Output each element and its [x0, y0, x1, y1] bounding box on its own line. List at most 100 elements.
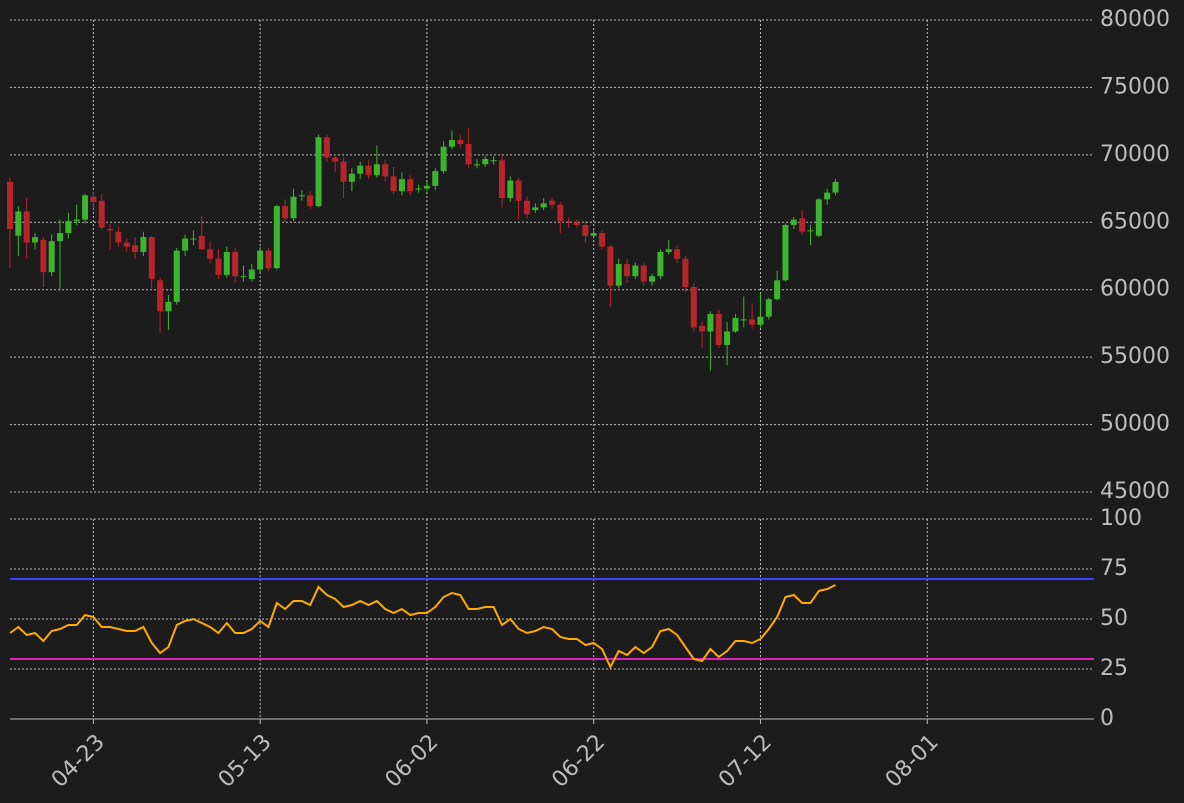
- candle-body: [582, 224, 589, 236]
- candle-body: [373, 164, 380, 176]
- candle-body: [282, 206, 289, 219]
- candle-body: [490, 160, 497, 162]
- x-tick-label: 05-13: [214, 730, 277, 793]
- x-tick-label: 06-02: [381, 730, 444, 793]
- y-tick-label: 75000: [1100, 74, 1170, 99]
- candle-body: [799, 218, 806, 232]
- candle-body: [765, 299, 772, 317]
- candle-body: [65, 220, 72, 234]
- candle-body: [182, 238, 189, 251]
- candle-body: [165, 301, 172, 312]
- candle-body: [390, 176, 397, 192]
- candle-body: [498, 160, 505, 199]
- candle-body: [232, 251, 239, 277]
- candle-body: [532, 207, 539, 211]
- candle-body: [407, 179, 414, 192]
- candle-body: [523, 200, 530, 215]
- candle-body: [132, 245, 139, 252]
- candle-body: [724, 331, 731, 346]
- candle-body: [624, 264, 631, 277]
- candle-body: [98, 200, 105, 228]
- candle-body: [73, 219, 80, 221]
- x-tick-label: 04-23: [47, 730, 110, 793]
- candle-body: [140, 237, 147, 252]
- candle-body: [699, 326, 706, 332]
- candle-body: [607, 246, 614, 286]
- candle-body: [198, 235, 205, 250]
- candle-body: [465, 144, 472, 165]
- x-tick-label: 06-22: [547, 730, 610, 793]
- candle-body: [674, 249, 681, 259]
- candle-body: [107, 229, 114, 231]
- candle-body: [807, 230, 814, 232]
- candle-body: [690, 287, 697, 328]
- candle-body: [448, 140, 455, 147]
- candle-body: [57, 233, 64, 242]
- candle-body: [790, 219, 797, 225]
- candle-body: [824, 192, 831, 200]
- line-series: [9, 584, 836, 670]
- candle-body: [649, 276, 656, 282]
- candle-body: [23, 211, 30, 243]
- y-tick-label: 100: [1100, 506, 1142, 531]
- candle-body: [423, 185, 430, 189]
- candle-body: [665, 249, 672, 252]
- candle-body: [440, 146, 447, 172]
- y-tick-label: 70000: [1100, 142, 1170, 167]
- candle-body: [273, 206, 280, 269]
- candle-body: [82, 195, 89, 220]
- candle-body: [832, 181, 839, 193]
- candle-body: [557, 204, 564, 221]
- candle-body: [32, 237, 39, 243]
- candle-body: [549, 200, 555, 205]
- candle-body: [398, 179, 405, 192]
- candle-body: [615, 264, 622, 286]
- candle-body: [348, 173, 355, 182]
- candle-body: [307, 195, 314, 207]
- y-tick-label: 50: [1100, 606, 1128, 631]
- y-tick-label: 55000: [1100, 344, 1170, 369]
- candle-body: [574, 222, 581, 225]
- candle-body: [590, 233, 597, 236]
- candle-body: [774, 280, 781, 300]
- candle-body: [473, 164, 480, 166]
- candle-body: [173, 250, 180, 302]
- candle-body: [48, 241, 55, 273]
- y-tick-label: 80000: [1100, 7, 1170, 32]
- candle-body: [207, 249, 214, 259]
- candle-body: [340, 161, 347, 182]
- candle-body: [657, 251, 664, 277]
- candle-body: [415, 188, 422, 190]
- candle-body: [540, 203, 547, 208]
- candle-body: [565, 220, 572, 223]
- candle-body: [357, 165, 364, 174]
- candle-body: [90, 196, 97, 203]
- y-tick-label: 75: [1100, 556, 1128, 581]
- y-tick-label: 50000: [1100, 412, 1170, 437]
- x-tick-label: 08-01: [881, 730, 944, 793]
- candle-body: [215, 258, 222, 275]
- candle-body: [382, 164, 389, 177]
- y-tick-label: 60000: [1100, 277, 1170, 302]
- candle-body: [740, 319, 747, 321]
- candle-body: [332, 157, 339, 162]
- candle-body: [290, 196, 297, 219]
- candle-body: [682, 258, 689, 288]
- candle-body: [240, 276, 247, 278]
- candle-body: [40, 239, 47, 273]
- candle-body: [190, 238, 197, 240]
- y-tick-label: 0: [1100, 706, 1114, 731]
- candle-body: [457, 140, 464, 145]
- candle-body: [482, 158, 489, 165]
- candle-body: [432, 171, 439, 186]
- candle-body: [257, 250, 264, 270]
- candle-body: [157, 280, 164, 312]
- x-tick-label: 07-12: [714, 730, 777, 793]
- candle-body: [15, 211, 22, 236]
- candle-body: [782, 224, 789, 281]
- candle-body: [507, 180, 514, 199]
- y-tick-label: 45000: [1100, 479, 1170, 504]
- candle-body: [715, 313, 722, 346]
- candle-body: [640, 265, 647, 282]
